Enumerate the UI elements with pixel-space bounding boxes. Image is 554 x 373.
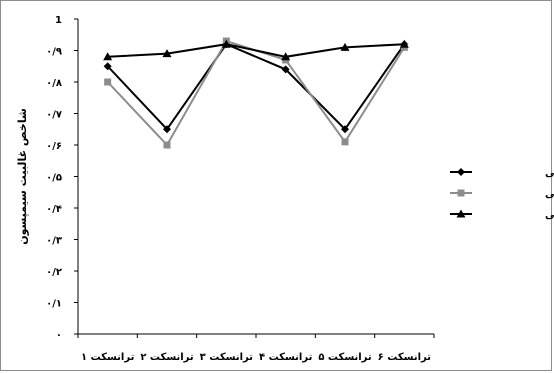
- data-point-3: [103, 52, 113, 61]
- data-point-3: [281, 52, 291, 61]
- y-tick-label: ۰/۶: [46, 141, 62, 152]
- legend-label-2: ناحیه میان ساحلی: [545, 189, 554, 200]
- y-tick-label: ۰/۴: [46, 204, 62, 215]
- x-tick-label: ترانسکت ۳: [200, 352, 254, 363]
- data-point-3: [399, 39, 409, 48]
- data-point-2: [104, 78, 112, 86]
- y-tick-label: ۰/۵: [46, 173, 62, 184]
- x-tick-label: ترانسکت ۵: [318, 352, 372, 363]
- data-point-1: [103, 62, 112, 71]
- data-point-3: [162, 49, 172, 58]
- y-tick-label: ۰/۷: [46, 110, 62, 121]
- y-tick-label: ۰/۹: [46, 47, 62, 58]
- legend-marker-3: [456, 209, 466, 218]
- data-point-1: [281, 65, 290, 74]
- series-line-1: [106, 42, 406, 131]
- y-tick-label: ۰: [56, 330, 62, 341]
- y-tick-label: ۰/۱: [46, 299, 62, 310]
- x-tick-label: ترانسکت ۴: [259, 352, 313, 363]
- x-tick-label: ترانسکت ۲: [140, 352, 194, 363]
- data-point-3: [221, 39, 231, 48]
- data-point-2: [341, 138, 349, 146]
- y-tick-label: 1: [55, 15, 62, 26]
- legend-marker-1: [457, 168, 465, 176]
- y-tick-label: ۰/۸: [46, 78, 62, 89]
- legend-label-1: ناحیه فراساحلی: [545, 168, 554, 179]
- legend-label-3: ناحیه فروساحلی: [545, 210, 554, 221]
- x-tick-label: ترانسکت ۱: [81, 352, 135, 363]
- y-tick-label: ۰/۲: [46, 267, 62, 278]
- data-point-1: [163, 125, 171, 134]
- data-point-3: [340, 42, 350, 51]
- x-tick-label: ترانسکت ۶: [378, 352, 432, 363]
- y-tick-label: ۰/۳: [46, 236, 62, 247]
- y-axis-title: شاخص غالبیت سیمپسون: [16, 108, 29, 245]
- series-line-3: [107, 43, 405, 58]
- data-point-1: [341, 125, 349, 134]
- legend-marker-2: [457, 189, 465, 197]
- data-point-2: [163, 141, 171, 149]
